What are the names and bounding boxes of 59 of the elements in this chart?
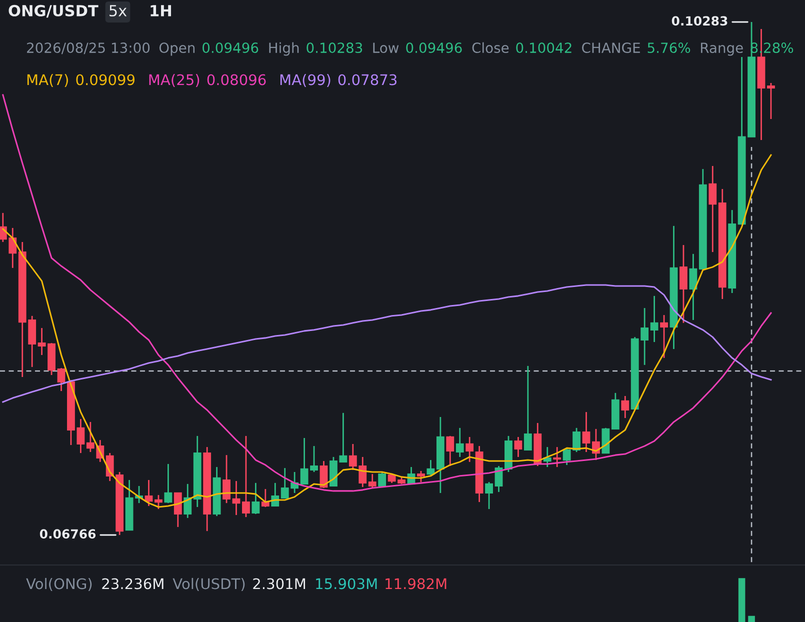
candlestick: [417, 470, 425, 483]
candlestick: [514, 436, 522, 458]
candlestick: [57, 367, 66, 392]
candlestick: [485, 481, 493, 510]
annotation: 11.982M: [386, 578, 446, 590]
candlestick: [426, 459, 435, 476]
chart-subtitle: 5x: [110, 5, 127, 16]
annotation: 0.09496: [202, 42, 258, 54]
candlestick: [154, 494, 162, 510]
candlestick: [524, 365, 532, 451]
candlestick: [582, 411, 590, 453]
candlestick: [252, 482, 260, 515]
candlestick: [708, 165, 717, 253]
candlestick: [174, 492, 182, 528]
candlestick: [680, 244, 688, 324]
annotation: 0.07873: [338, 74, 397, 86]
candlestick: [689, 253, 698, 321]
annotation: 15.903M: [316, 578, 377, 590]
annotation: Range: [700, 42, 743, 56]
candlestick: [553, 446, 562, 468]
annotation: 2026/08/25 13:00: [27, 42, 150, 54]
annotation: 0.09099: [76, 74, 135, 86]
annotation: Open: [159, 42, 195, 56]
annotation: CHANGE: [582, 42, 640, 54]
annotation: 0.06766: [40, 529, 96, 539]
text: 1H: [150, 5, 172, 16]
text: MA(7): [27, 74, 68, 87]
annotation: Low: [373, 42, 399, 54]
candlestick: [446, 435, 454, 467]
chart-title: ONG/USDT: [8, 4, 98, 18]
chart-title: Vol(ONG): [26, 578, 92, 591]
candlestick: [164, 463, 172, 504]
annotation: 2.301M: [253, 578, 306, 590]
candlestick: [261, 488, 270, 508]
text: MA(25): [149, 74, 200, 87]
candlestick: [222, 454, 230, 504]
candlestick: [184, 483, 192, 519]
candlestick: [378, 471, 386, 487]
candlestick: [242, 435, 250, 518]
candlestick: [466, 436, 474, 463]
candlestick: [456, 427, 464, 458]
candlestick: [144, 479, 153, 507]
annotation: 23.236M: [102, 578, 164, 590]
candlestick: [650, 295, 658, 343]
annotation: High: [269, 42, 299, 56]
candlestick: [621, 395, 630, 419]
annotation: Vol(USDT): [172, 578, 245, 591]
annotation: 0.10283: [306, 42, 362, 54]
annotation: 0.10283: [672, 16, 728, 26]
annotation: 0.10042: [516, 42, 572, 54]
annotation: 5.76%: [648, 42, 690, 54]
candlestick: [767, 82, 775, 120]
annotation: 0.09496: [406, 42, 462, 54]
annotation: 0.08096: [207, 74, 266, 86]
candlestick: [660, 314, 668, 359]
candlestick: [368, 473, 376, 489]
text: MA(99): [280, 74, 330, 87]
annotation: Close: [472, 42, 509, 54]
candlestick: [232, 480, 240, 516]
